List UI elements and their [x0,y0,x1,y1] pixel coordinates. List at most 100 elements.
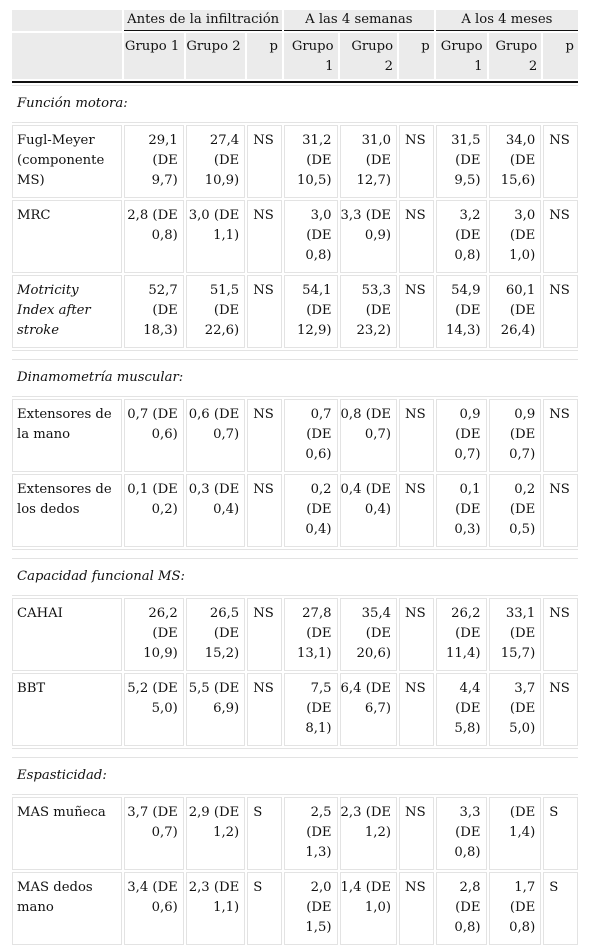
section-title: Dinamometría muscular: [12,359,578,397]
value-cell: 26,2 (DE 11,4) [435,598,487,671]
value-cell: 2,3 (DE 1,1) [185,872,246,945]
table-row: MRC 2,8 (DE 0,8) 3,0 (DE 1,1) NS 3,0 (DE 0,8… [12,200,578,273]
value-cell: 51,5 (DE 22,6) [185,275,246,348]
section-title: Capacidad funcional MS: [12,558,578,596]
value-cell: 2,8 (DE 0,8) [124,200,184,273]
corner-cell [12,10,123,31]
section-row: Capacidad funcional MS: [12,558,578,596]
period-header-before: Antes de la infiltración [124,10,282,31]
period-header-4-weeks: A las 4 semanas [283,10,434,31]
section-title: Espasticidad: [12,757,578,795]
col-header: p [247,33,282,79]
period-header-row: Antes de la infiltración A las 4 semanas… [12,10,578,31]
value-cell: 0,6 (DE 0,7) [185,399,246,472]
value-cell: 0,3 (DE 0,4) [185,474,246,547]
p-value-cell: NS [543,399,578,472]
p-value-cell: NS [399,399,434,472]
p-value-cell: NS [399,275,434,348]
section-row: Función motora: [12,85,578,123]
p-value-cell: NS [399,872,434,945]
section-gap [12,350,578,357]
table-row: Motricity Index after stroke 52,7 (DE 18,… [12,275,578,348]
value-cell: 2,0 (DE 1,5) [283,872,338,945]
col-header: p [543,33,578,79]
value-cell: 7,5 (DE 8,1) [283,673,338,746]
table-row: CAHAI 26,2 (DE 10,9) 26,5 (DE 15,2) NS 27,8 … [12,598,578,671]
col-header: Grupo 2 [339,33,398,79]
p-value-cell: NS [247,399,282,472]
row-label: Fugl-Meyer (componente MS) [12,125,123,198]
value-cell: 3,3 (DE 0,8) [435,797,487,870]
row-label: MRC [12,200,123,273]
col-header: Grupo 2 [488,33,542,79]
p-value-cell: S [543,797,578,870]
p-value-cell: NS [247,200,282,273]
table-row: BBT 5,2 (DE 5,0) 5,5 (DE 6,9) NS 7,5 (DE 8,1… [12,673,578,746]
value-cell: 2,8 (DE 0,8) [435,872,487,945]
value-cell: 0,2 (DE 0,4) [283,474,338,547]
p-value-cell: NS [399,200,434,273]
row-label: Extensores de los dedos [12,474,123,547]
table-row: Extensores de los dedos 0,1 (DE 0,2) 0,3 (… [12,474,578,547]
value-cell: 34,0 (DE 15,6) [488,125,542,198]
value-cell: 0,7 (DE 0,6) [283,399,338,472]
value-cell: 3,0 (DE 1,0) [488,200,542,273]
p-value-cell: NS [399,125,434,198]
value-cell: 5,2 (DE 5,0) [124,673,184,746]
period-header-4-months: A los 4 meses [435,10,578,31]
row-label: MAS dedos mano [12,872,123,945]
value-cell: 0,1 (DE 0,3) [435,474,487,547]
results-table: Antes de la infiltración A las 4 semanas… [10,8,580,947]
p-value-cell: NS [247,474,282,547]
value-cell: 3,0 (DE 0,8) [283,200,338,273]
table-body: Función motora: Fugl-Meyer (componente MS… [12,85,578,945]
value-cell: 3,7 (DE 5,0) [488,673,542,746]
p-value-cell: S [247,797,282,870]
p-value-cell: NS [543,673,578,746]
value-cell: 2,3 (DE 1,2) [339,797,398,870]
value-cell: 0,4 (DE 0,4) [339,474,398,547]
section-gap [12,748,578,755]
corner-cell-2 [12,33,123,79]
col-header: Grupo 1 [124,33,184,79]
p-value-cell: NS [399,598,434,671]
value-cell: 60,1 (DE 26,4) [488,275,542,348]
value-cell: 2,9 (DE 1,2) [185,797,246,870]
section-row: Espasticidad: [12,757,578,795]
value-cell: 52,7 (DE 18,3) [124,275,184,348]
table-row: Fugl-Meyer (componente MS) 29,1 (DE 9,7) 2… [12,125,578,198]
p-value-cell: NS [543,125,578,198]
p-value-cell: NS [399,673,434,746]
value-cell: 6,4 (DE 6,7) [339,673,398,746]
value-cell: 31,0 (DE 12,7) [339,125,398,198]
p-value-cell: NS [543,200,578,273]
value-cell: 3,2 (DE 0,8) [435,200,487,273]
value-cell: 27,4 (DE 10,9) [185,125,246,198]
value-cell: 33,1 (DE 15,7) [488,598,542,671]
value-cell: 4,4 (DE 5,8) [435,673,487,746]
section-title: Función motora: [12,85,578,123]
value-cell: 0,9 (DE 0,7) [435,399,487,472]
value-cell: 0,2 (DE 0,5) [488,474,542,547]
row-label: BBT [12,673,123,746]
value-cell: 0,1 (DE 0,2) [124,474,184,547]
p-value-cell: S [247,872,282,945]
p-value-cell: NS [543,598,578,671]
value-cell: 26,5 (DE 15,2) [185,598,246,671]
value-cell: 54,9 (DE 14,3) [435,275,487,348]
row-label: CAHAI [12,598,123,671]
p-value-cell: NS [399,474,434,547]
table-row: MAS dedos mano 3,4 (DE 0,6) 2,3 (DE 1,1) S 2… [12,872,578,945]
value-cell: 3,4 (DE 0,6) [124,872,184,945]
value-cell: 0,9 (DE 0,7) [488,399,542,472]
row-label: Motricity Index after stroke [12,275,123,348]
value-cell: 0,8 (DE 0,7) [339,399,398,472]
value-cell: 54,1 (DE 12,9) [283,275,338,348]
value-cell: 53,3 (DE 23,2) [339,275,398,348]
header-divider [12,81,578,83]
p-value-cell: NS [399,797,434,870]
value-cell: 2,5 (DE 1,3) [283,797,338,870]
value-cell: (DE 1,4) [488,797,542,870]
row-label: Extensores de la mano [12,399,123,472]
value-cell: 31,2 (DE 10,5) [283,125,338,198]
